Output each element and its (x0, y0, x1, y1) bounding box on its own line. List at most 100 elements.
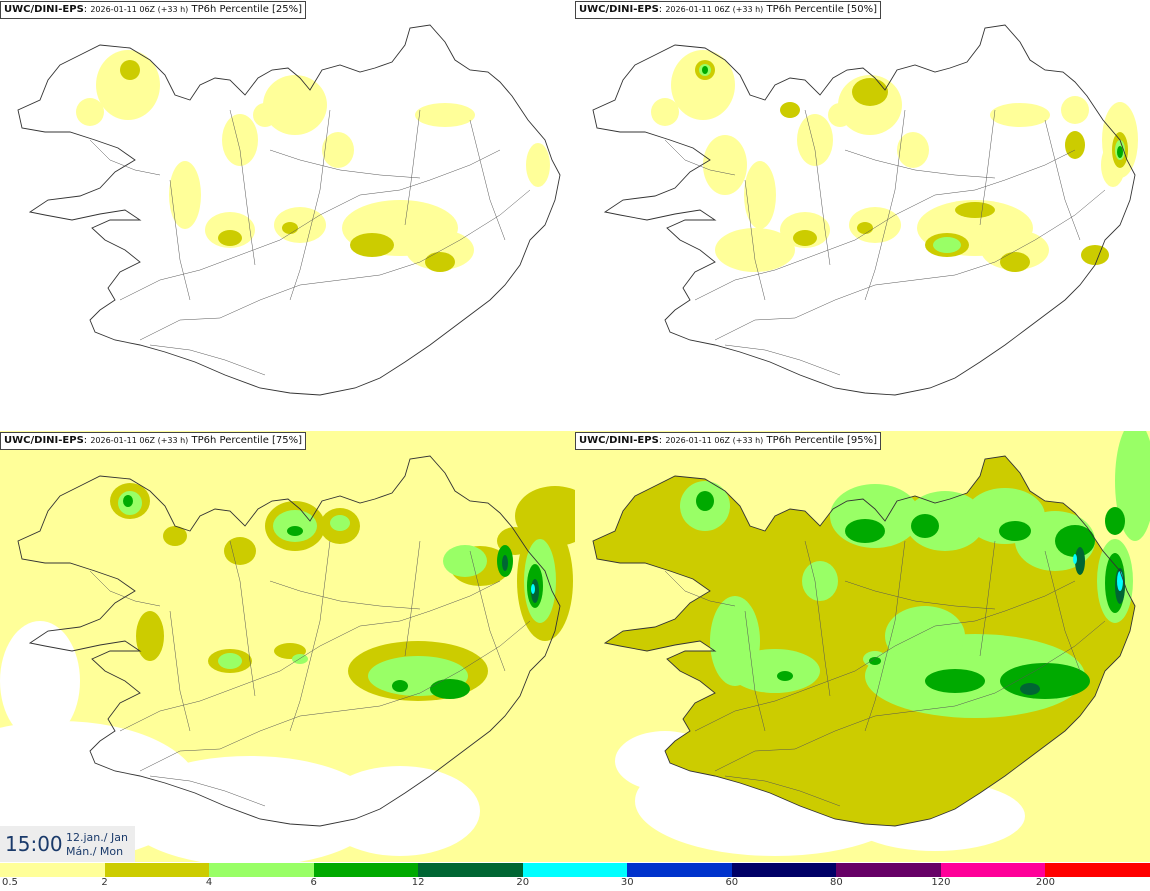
precip-light-yellow (828, 103, 852, 127)
legend-swatch (418, 863, 523, 877)
map-panel-3: UWC/DINI-EPS: 2026-01-11 06Z (+33 h) TP6… (0, 431, 575, 862)
legend-swatch (731, 863, 837, 877)
road-line (694, 149, 1076, 301)
road-line (744, 610, 766, 732)
road-line (744, 179, 766, 301)
road-line (694, 580, 1076, 732)
precip-light-yellow (897, 132, 929, 168)
run-time: 2026-01-11 06Z (+33 h) (90, 5, 189, 14)
precip-light-yellow (406, 230, 474, 270)
road-line (169, 610, 191, 732)
precip-green (845, 519, 885, 543)
road-line (119, 580, 501, 732)
road-line (469, 119, 506, 241)
precip-light-green (292, 654, 308, 664)
legend-swatch (209, 863, 314, 877)
road-line (724, 344, 841, 376)
run-time: 2026-01-11 06Z (+33 h) (90, 436, 189, 445)
precip-olive (955, 202, 995, 218)
precip-light-yellow (253, 103, 277, 127)
precip-light-yellow (744, 161, 776, 229)
precip-olive (218, 230, 242, 246)
precip-green (287, 526, 303, 536)
legend-tick-label: 60 (725, 877, 739, 888)
panel-title: UWC/DINI-EPS: 2026-01-11 06Z (+33 h) TP6… (0, 1, 307, 19)
road-line (404, 540, 421, 657)
road-line (864, 540, 906, 732)
precip-light-yellow (222, 114, 258, 166)
legend-swatch (0, 863, 105, 877)
road-line (229, 540, 256, 697)
run-time: 2026-01-11 06Z (+33 h) (665, 436, 764, 445)
precip-light-yellow (96, 50, 160, 120)
road-line (89, 139, 161, 176)
legend-tick-label: 4 (205, 877, 213, 888)
legend-swatch (313, 863, 419, 877)
legend-tick-label: 30 (620, 877, 634, 888)
precip-olive (120, 60, 140, 80)
map-panel-2: UWC/DINI-EPS: 2026-01-11 06Z (+33 h) TP6… (575, 0, 1150, 431)
precip-cyan (1073, 554, 1077, 564)
road-line (724, 775, 841, 807)
precip-olive (857, 222, 873, 234)
precip-olive (780, 102, 800, 118)
valid-date-line1: 12.jan./ Jan (66, 831, 128, 844)
precipitation-map (17, 24, 561, 396)
road-line (979, 109, 996, 226)
road-line (289, 109, 331, 301)
model-name: UWC/DINI-EPS (579, 435, 659, 446)
precip-olive (282, 222, 298, 234)
precip-olive (515, 486, 575, 546)
road-line (714, 189, 1106, 341)
road-line (804, 540, 831, 697)
precip-green (911, 514, 939, 538)
precip-light-yellow (703, 135, 747, 195)
precip-light-yellow (671, 50, 735, 120)
legend-tick-label: 80 (829, 877, 843, 888)
legend-swatch (627, 863, 732, 877)
precip-light-yellow (849, 207, 901, 243)
legend-swatch (836, 863, 941, 877)
precip-light-yellow (274, 207, 326, 243)
precip-green (430, 679, 470, 699)
precip-green (696, 491, 714, 511)
road-line (169, 179, 191, 301)
precip-dark-green (1020, 683, 1040, 695)
road-line (289, 540, 331, 732)
precip-green (1105, 507, 1125, 535)
precip-green (1000, 663, 1090, 699)
legend-tick-label: 12 (411, 877, 425, 888)
legend-tick-label: 0.5 (2, 877, 18, 888)
panel-title: UWC/DINI-EPS: 2026-01-11 06Z (+33 h) TP6… (575, 1, 882, 19)
road-line (149, 775, 266, 807)
road-line (864, 109, 906, 301)
precip-light-yellow (415, 103, 475, 127)
coastline (592, 24, 1136, 396)
legend-swatch (940, 863, 1046, 877)
dry-area (0, 621, 80, 741)
precip-olive (1081, 245, 1109, 265)
precip-light-green (443, 545, 487, 577)
precip-green (1055, 525, 1095, 557)
road-line (714, 620, 1106, 772)
legend-tick-label: 20 (516, 877, 530, 888)
precip-olive (593, 456, 1135, 826)
precip-light-yellow (263, 75, 327, 135)
precip-light-yellow (1061, 96, 1089, 124)
precip-green (123, 495, 133, 507)
road-line (664, 570, 736, 607)
precip-green (702, 66, 708, 74)
precip-dark-green (1075, 547, 1085, 575)
precip-light-green (802, 561, 838, 601)
precip-olive (1000, 252, 1030, 272)
precip-olive (224, 537, 256, 565)
road-line (139, 620, 531, 772)
legend-tick-label: 200 (1035, 877, 1055, 888)
legend-tick-label: 2 (101, 877, 108, 888)
road-line (229, 109, 256, 266)
precip-light-yellow (990, 103, 1050, 127)
road-line (149, 344, 266, 376)
road-line (139, 189, 531, 341)
precip-light-yellow (651, 98, 679, 126)
precip-dark-green (502, 555, 508, 571)
